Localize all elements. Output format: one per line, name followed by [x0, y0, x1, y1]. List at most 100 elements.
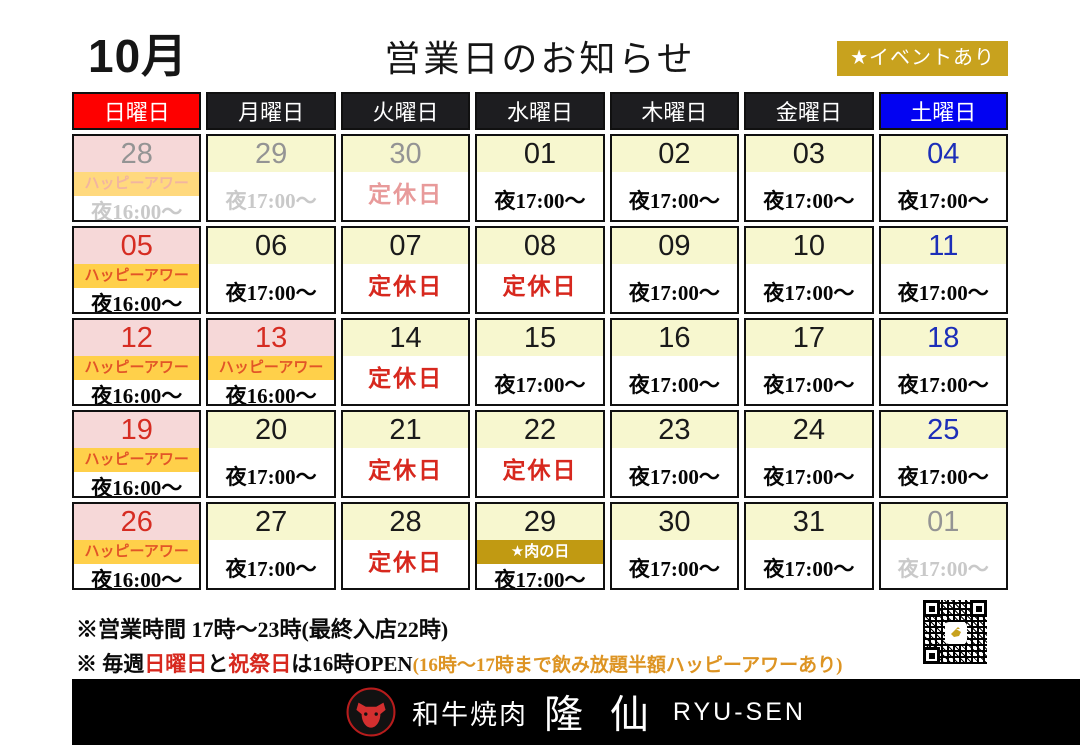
day-number-band: 26: [74, 504, 200, 540]
happy-hour-badge: ハッピーアワー: [74, 540, 200, 564]
day-body: 夜17:00〜: [612, 448, 737, 496]
calendar-day-cell: 16 夜17:00〜: [609, 318, 740, 406]
day-number: 25: [927, 414, 960, 446]
closed-label: 定休日: [368, 273, 444, 299]
day-number-band: 20: [208, 412, 334, 448]
day-body: 夜17:00〜: [612, 540, 737, 588]
day-number: 12: [120, 322, 153, 354]
calendar-day-cell: 24 夜17:00〜: [744, 410, 874, 498]
business-hours-note: ※営業時間 17時〜23時(最終入店22時): [76, 617, 449, 642]
calendar-day-cell: 13 ハッピーアワー 夜16:00〜: [206, 318, 336, 406]
day-number: 14: [389, 322, 422, 354]
note-segment: (16時〜17時まで飲み放題半額ハッピーアワーあり): [412, 655, 843, 676]
day-body: 夜17:00〜: [208, 540, 333, 588]
opening-time: 夜17:00〜: [897, 189, 989, 213]
opening-time: 夜17:00〜: [628, 189, 720, 213]
opening-time: 夜17:00〜: [763, 189, 855, 213]
opening-time: 夜17:00〜: [763, 373, 855, 397]
day-body: 定休日: [477, 264, 602, 312]
day-number: 23: [658, 414, 691, 446]
happy-hour-badge: ハッピーアワー: [74, 356, 200, 380]
weekday-header-sunday: 日曜日: [72, 92, 202, 130]
day-number: 01: [523, 138, 557, 170]
note-segment: 日曜日: [144, 652, 208, 676]
opening-time: 夜17:00〜: [897, 465, 989, 489]
notes: ※営業時間 17時〜23時(最終入店22時) ※ 毎週日曜日と祝祭日は16時OP…: [76, 612, 843, 678]
day-number-band: 21: [342, 412, 469, 448]
note-segment: 祝祭日: [228, 652, 292, 676]
calendar-day-cell: 20 夜17:00〜: [206, 410, 336, 498]
day-number-band: 09: [611, 228, 738, 264]
opening-time: 夜17:00〜: [494, 373, 586, 397]
day-number-band: 07: [342, 228, 469, 264]
calendar-day-cell: 07 定休日: [340, 226, 471, 314]
meat-day-badge: ★肉の日: [477, 540, 603, 564]
day-body: 夜17:00〜: [746, 540, 871, 588]
calendar-day-cell: 12 ハッピーアワー 夜16:00〜: [72, 318, 202, 406]
day-body: 夜17:00〜: [612, 264, 737, 312]
day-number: 29: [523, 506, 557, 538]
calendar-day-cell: 31 夜17:00〜: [744, 502, 874, 590]
day-number: 07: [389, 230, 422, 262]
calendar-day-cell: 28 定休日: [340, 502, 471, 590]
qr-finder-icon: [923, 600, 940, 617]
day-number: 30: [658, 506, 691, 538]
day-number: 06: [255, 230, 288, 262]
brand-name: 隆 仙: [544, 694, 657, 737]
note-segment: ※ 毎週: [76, 652, 145, 676]
note-segment: は16時OPEN: [291, 652, 413, 676]
calendar-day-cell: 15 夜17:00〜: [475, 318, 605, 406]
day-number: 26: [120, 506, 153, 538]
closed-label: 定休日: [502, 457, 578, 483]
day-body: 夜17:00〜: [881, 172, 1006, 220]
day-number: 18: [927, 322, 960, 354]
calendar-day-cell: 02 夜17:00〜: [609, 134, 740, 222]
opening-time: 夜16:00〜: [91, 476, 183, 498]
day-number-band: 23: [611, 412, 738, 448]
day-body: 夜16:00〜: [74, 380, 199, 404]
calendar-day-cell: 29 ★肉の日 夜17:00〜: [475, 502, 605, 590]
calendar-day-cell: 09 夜17:00〜: [609, 226, 740, 314]
day-number: 27: [255, 506, 288, 538]
day-number: 08: [523, 230, 557, 262]
day-number-band: 11: [880, 228, 1006, 264]
day-body: 夜17:00〜: [612, 356, 737, 404]
closed-label: 定休日: [368, 549, 444, 575]
day-number-band: 25: [880, 412, 1006, 448]
opening-time: 夜17:00〜: [225, 281, 317, 305]
gold-cow-icon: [951, 627, 961, 637]
day-body: 夜17:00〜: [208, 264, 333, 312]
day-body: 定休日: [343, 172, 468, 220]
happy-hour-badge: ハッピーアワー: [74, 172, 200, 196]
closed-label: 定休日: [502, 273, 578, 299]
day-body: 夜17:00〜: [477, 356, 602, 404]
calendar-day-cell: 28 ハッピーアワー 夜16:00〜: [72, 134, 202, 222]
day-number-band: 01: [880, 504, 1006, 540]
calendar-day-cell: 21 定休日: [340, 410, 471, 498]
opening-time: 夜17:00〜: [763, 281, 855, 305]
day-number-band: 10: [746, 228, 872, 264]
month-label: 10月: [88, 30, 189, 82]
day-number: 30: [389, 138, 422, 170]
day-number: 17: [792, 322, 825, 354]
day-number-band: 06: [208, 228, 334, 264]
weekday-header-saturday: 土曜日: [878, 92, 1008, 130]
day-number-band: 16: [611, 320, 738, 356]
day-number-band: 18: [880, 320, 1006, 356]
day-number: 28: [389, 506, 422, 538]
day-number-band: 31: [746, 504, 872, 540]
day-body: 夜17:00〜: [746, 356, 871, 404]
opening-time: 夜16:00〜: [91, 200, 183, 222]
day-body: 定休日: [343, 356, 468, 404]
opening-time: 夜17:00〜: [225, 465, 317, 489]
calendar-day-cell: 17 夜17:00〜: [744, 318, 874, 406]
day-number: 20: [255, 414, 288, 446]
opening-time: 夜17:00〜: [763, 465, 855, 489]
day-number-band: 19: [74, 412, 200, 448]
opening-time: 夜16:00〜: [91, 292, 183, 314]
day-body: 夜16:00〜: [74, 196, 199, 222]
note-segment: と: [207, 652, 229, 676]
calendar-day-cell: 05 ハッピーアワー 夜16:00〜: [72, 226, 202, 314]
calendar-day-cell: 23 夜17:00〜: [609, 410, 740, 498]
